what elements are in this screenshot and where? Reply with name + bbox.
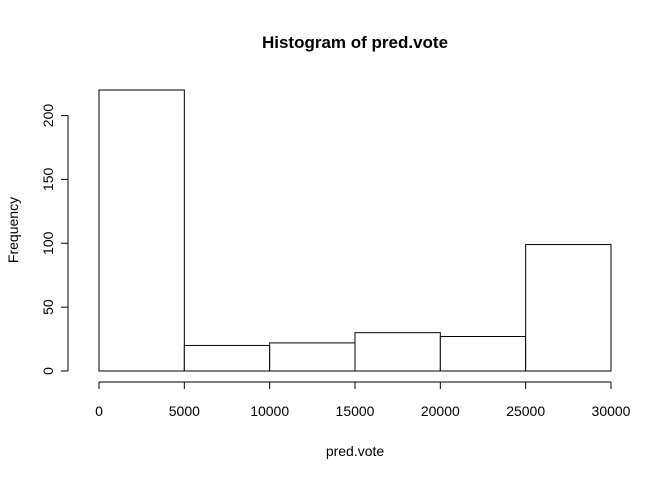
x-tick-label-6: 30000: [592, 403, 631, 419]
bars-group: [98, 89, 612, 372]
y-tick-label-1: 50: [40, 299, 56, 315]
histogram-bar-4: [354, 332, 441, 372]
x-tick-label-5: 25000: [506, 403, 545, 419]
histogram-bar-1: [98, 89, 185, 372]
x-axis-label: pred.vote: [326, 443, 385, 459]
x-axis: 0 5000 10000 15000 20000 25000 30000: [95, 381, 631, 419]
histogram-bar-6: [525, 244, 612, 372]
x-ticks: 0 5000 10000 15000 20000 25000 30000: [95, 382, 631, 419]
histogram-bar-2: [183, 344, 271, 372]
histogram-bar-5: [439, 336, 527, 372]
x-tick-label-2: 10000: [250, 403, 289, 419]
y-tick-label-3: 150: [40, 168, 56, 192]
x-tick-label-3: 15000: [336, 403, 375, 419]
y-axis-label: Frequency: [5, 197, 21, 263]
y-tick-label-2: 100: [40, 231, 56, 255]
y-axis: 0 50 100 150 200: [40, 104, 69, 375]
chart-title: Histogram of pred.vote: [262, 33, 448, 52]
x-tick-label-1: 5000: [169, 403, 200, 419]
x-tick-label-4: 20000: [421, 403, 460, 419]
x-tick-label-0: 0: [95, 403, 103, 419]
y-tick-label-4: 200: [40, 104, 56, 128]
y-tick-label-0: 0: [40, 367, 56, 375]
histogram-bar-3: [269, 342, 356, 372]
y-ticks: 0 50 100 150 200: [40, 104, 68, 375]
